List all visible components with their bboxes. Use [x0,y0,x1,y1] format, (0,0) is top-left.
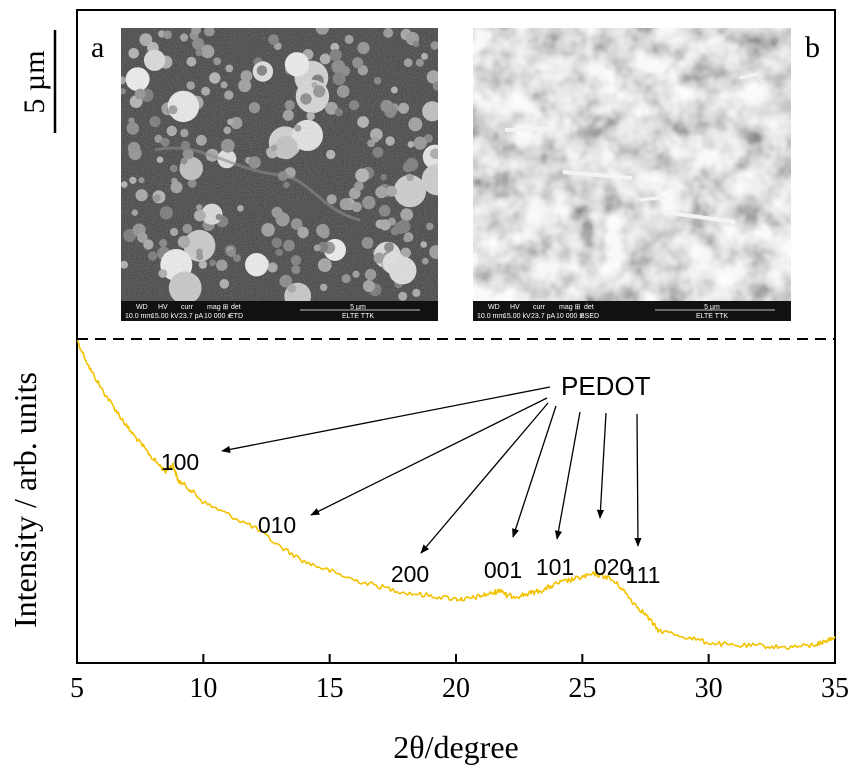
svg-text:23.7 pA: 23.7 pA [531,313,555,320]
x-tick-label: 30 [695,673,723,704]
svg-text:10 000 x: 10 000 x [204,313,231,320]
svg-text:ELTE TTK: ELTE TTK [696,313,728,320]
svg-text:ETD: ETD [229,313,243,320]
x-tick-label: 5 [70,673,84,704]
sem-image-a: WD HV curr mag ⊞ det 10.0 mm 15.00 kV 23… [121,28,438,321]
svg-text:mag ⊞: mag ⊞ [207,304,229,311]
scale-bar-label: 5 µm [18,50,51,113]
svg-text:WD: WD [488,304,500,311]
svg-text:WD: WD [136,304,148,311]
peak-arrow-100 [221,386,551,454]
sem-image-b: WD HV curr mag ⊞ det 10.0 mm 15.00 kV 23… [473,28,791,321]
peak-arrow-111 [634,413,642,547]
peak-arrow-001 [512,405,557,538]
peak-label-101: 101 [536,554,574,580]
peak-arrow-010 [310,397,548,516]
peak-arrow-101 [554,411,581,540]
panel-label-b: b [805,31,820,64]
x-tick-label: 25 [568,673,596,704]
svg-text:mag ⊞: mag ⊞ [559,304,581,311]
svg-text:10.0 mm: 10.0 mm [477,313,504,320]
svg-text:det: det [584,304,594,311]
x-axis: 5 10 15 20 25 30 35 [70,654,849,704]
x-tick-label: 20 [442,673,470,704]
peak-label-100: 100 [161,449,199,475]
peak-label-020: 020 [594,554,632,580]
xrd-series [76,340,836,650]
svg-text:ELTE TTK: ELTE TTK [342,313,374,320]
svg-text:curr: curr [181,304,194,311]
svg-text:23.7 pA: 23.7 pA [179,313,203,320]
svg-text:5 µm: 5 µm [350,304,366,311]
peak-label-010: 010 [258,512,296,538]
svg-text:HV: HV [158,304,168,311]
svg-text:5 µm: 5 µm [704,304,720,311]
x-axis-label: 2θ/degree [393,729,518,765]
svg-text:BSED: BSED [580,313,599,320]
x-tick-label: 15 [316,673,344,704]
peak-label-111: 111 [626,562,661,588]
sem-b-info-bar [473,301,791,321]
svg-text:curr: curr [533,304,546,311]
svg-text:10 000 x: 10 000 x [556,313,583,320]
y-axis-label: Intensity / arb. units [7,372,43,628]
sem-a-info-text: WD HV curr mag ⊞ det 10.0 mm 15.00 kV 23… [125,304,420,320]
pedot-label: PEDOT [561,371,651,401]
svg-text:15.00 kV: 15.00 kV [503,313,531,320]
x-tick-label: 10 [189,673,217,704]
peak-label-200: 200 [391,561,429,587]
peak-arrow-200 [420,402,549,554]
svg-text:15.00 kV: 15.00 kV [151,313,179,320]
svg-text:HV: HV [510,304,520,311]
sem-b-info-text: WD HV curr mag ⊞ det 10.0 mm 15.00 kV 23… [477,304,775,320]
svg-text:10.0 mm: 10.0 mm [125,313,152,320]
series-line [76,340,836,650]
peak-arrow-020 [596,412,607,519]
sem-a-info-bar [121,301,438,321]
x-tick-label: 35 [821,673,849,704]
svg-text:det: det [231,304,241,311]
peak-label-001: 001 [484,557,522,583]
panel-label-a: a [91,31,104,64]
